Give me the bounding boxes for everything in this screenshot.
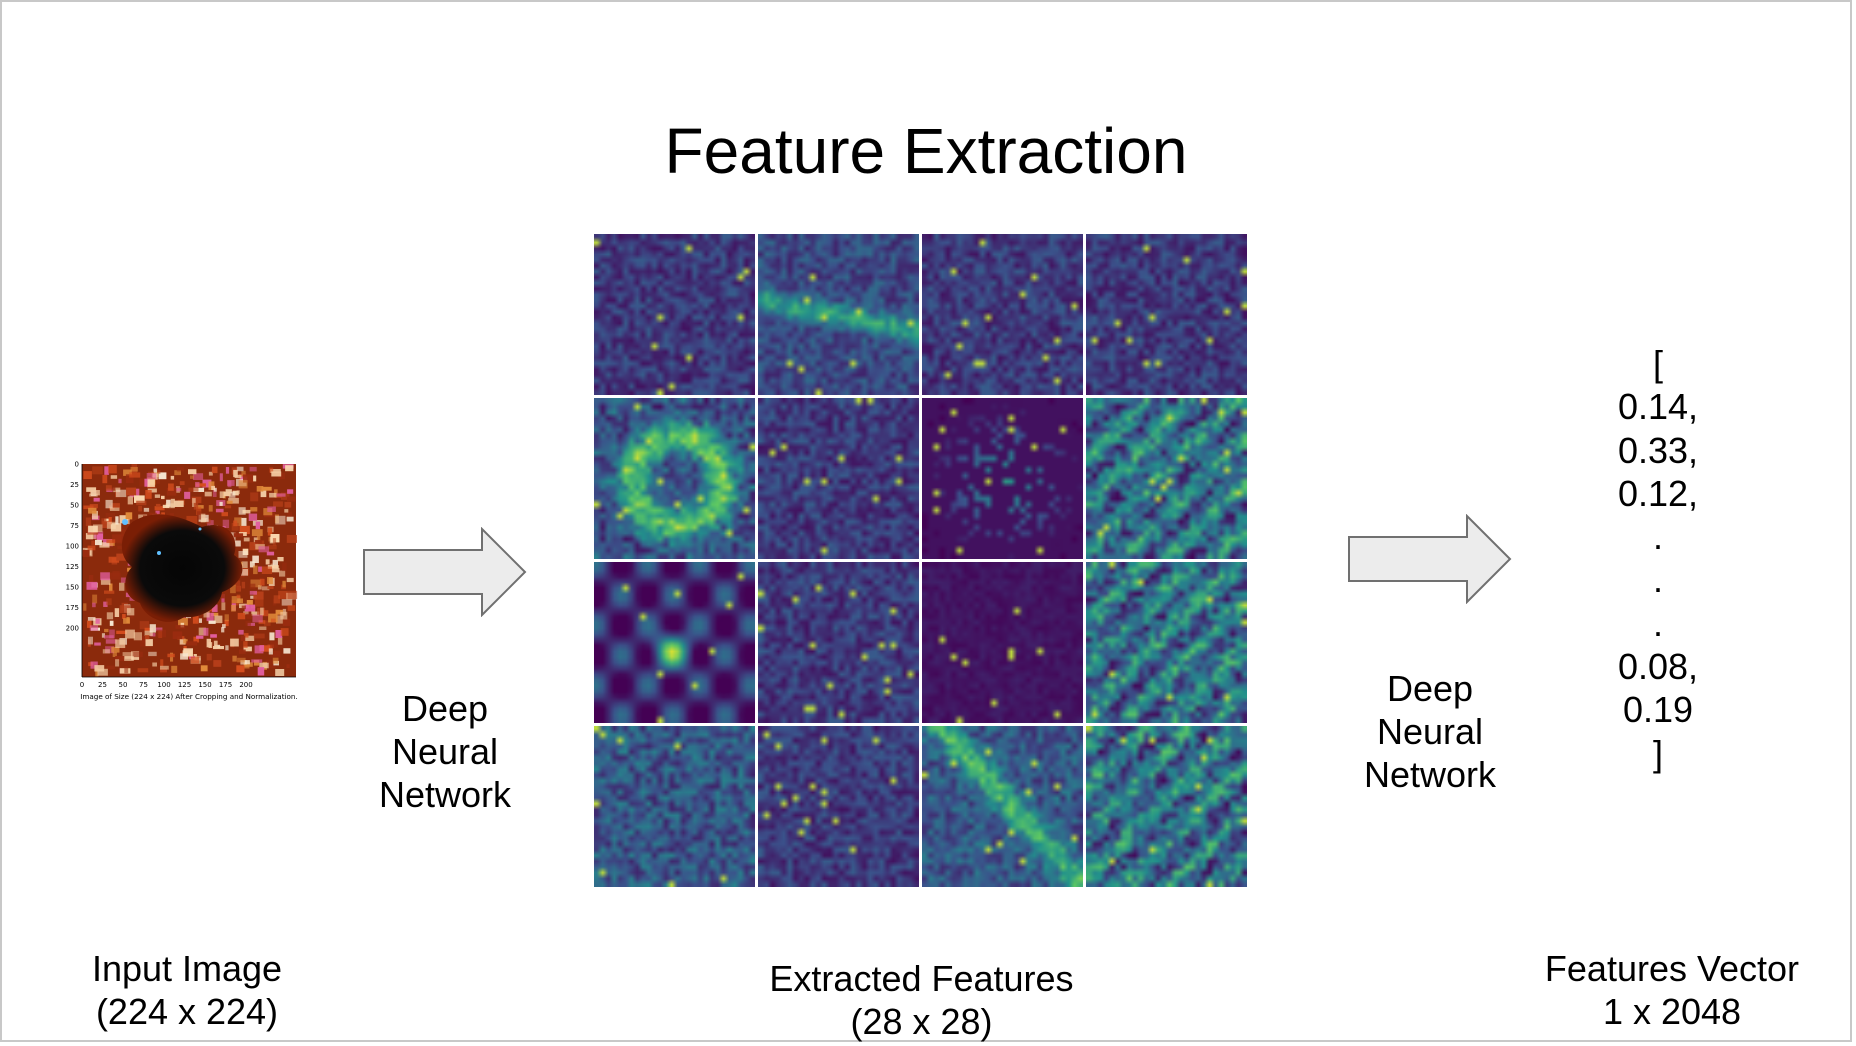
y-tick-label: 50 bbox=[70, 502, 79, 510]
input-plot-caption: Image of Size (224 x 224) After Cropping… bbox=[80, 692, 298, 701]
arrow2-label: Deep Neural Network bbox=[1363, 668, 1497, 795]
feature-map-tile bbox=[922, 726, 1083, 887]
vector-entry: 0.14, bbox=[1617, 386, 1699, 428]
feature-map-tile bbox=[922, 234, 1083, 395]
x-tick-label: 100 bbox=[157, 681, 170, 689]
feature-map-tile bbox=[1086, 398, 1247, 559]
features-caption: Extracted Features (28 x 28) bbox=[769, 958, 1074, 1042]
vector-caption: Features Vector 1 x 2048 bbox=[1544, 948, 1800, 1032]
vector-entry: 0.08, bbox=[1617, 646, 1699, 688]
y-tick-label: 75 bbox=[70, 522, 79, 530]
y-tick-label: 125 bbox=[66, 563, 79, 571]
vector-entry: 0.19 bbox=[1622, 689, 1694, 731]
x-tick-label: 150 bbox=[198, 681, 211, 689]
slide-title: Feature Extraction bbox=[664, 115, 1188, 187]
x-tick-label: 75 bbox=[139, 681, 148, 689]
feature-map-tile bbox=[922, 398, 1083, 559]
feature-map-tile bbox=[758, 234, 919, 395]
arrow-right-icon bbox=[1348, 514, 1512, 604]
x-tick-label: 175 bbox=[219, 681, 232, 689]
arrow1-label: Deep Neural Network bbox=[378, 688, 512, 815]
feature-map-tile bbox=[758, 398, 919, 559]
feature-map-tile bbox=[922, 562, 1083, 723]
vector-entry: 0.12, bbox=[1617, 472, 1699, 514]
vector-entry: [ bbox=[1652, 343, 1663, 384]
y-tick-label: 25 bbox=[70, 481, 79, 489]
x-tick-label: 0 bbox=[80, 681, 84, 689]
feature-vector: [0.14, 0.33, 0.12,... 0.08, 0.19] bbox=[1568, 342, 1748, 775]
feature-map-tile bbox=[1086, 726, 1247, 887]
input-image bbox=[82, 464, 298, 677]
feature-map-tile bbox=[1086, 234, 1247, 395]
feature-map-tile bbox=[594, 562, 755, 723]
feature-map-grid bbox=[594, 234, 1247, 887]
x-tick-label: 125 bbox=[178, 681, 191, 689]
input-caption: Input Image (224 x 224) bbox=[91, 948, 283, 1032]
x-tick-label: 25 bbox=[98, 681, 107, 689]
feature-map-tile bbox=[758, 726, 919, 887]
y-tick-label: 175 bbox=[66, 604, 79, 612]
feature-map-tile bbox=[594, 398, 755, 559]
vector-entry: . bbox=[1652, 516, 1663, 558]
arrow-right-icon bbox=[363, 527, 527, 617]
feature-map-tile bbox=[594, 726, 755, 887]
vector-entry: ] bbox=[1652, 732, 1663, 774]
feature-map-tile bbox=[594, 234, 755, 395]
input-plot-axes: 0 25 50 75 100 125 150 175 200 0 25 50 75 100 125 150 1… bbox=[66, 461, 296, 689]
feature-map-tile bbox=[1086, 562, 1247, 723]
vector-entry: 0.33, bbox=[1617, 429, 1699, 471]
vector-entry: . bbox=[1652, 602, 1663, 644]
y-tick-label: 150 bbox=[66, 584, 79, 592]
x-tick-label: 50 bbox=[119, 681, 128, 689]
input-image-plot: 0 25 50 75 100 125 150 175 200 0 25 50 75 100 125 150 1… bbox=[66, 461, 298, 702]
y-tick-label: 200 bbox=[66, 625, 79, 633]
vector-entry: . bbox=[1652, 559, 1663, 601]
feature-map-tile bbox=[758, 562, 919, 723]
y-tick-label: 100 bbox=[66, 543, 79, 551]
x-tick-label: 200 bbox=[239, 681, 252, 689]
y-tick-label: 0 bbox=[75, 461, 79, 469]
